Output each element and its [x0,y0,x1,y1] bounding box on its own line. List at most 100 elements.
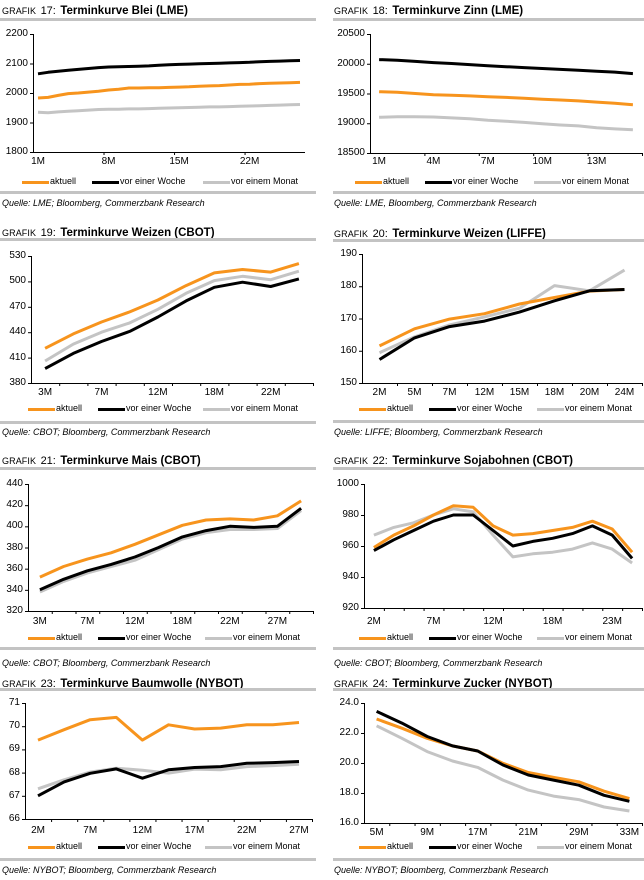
series-line-vor-einer-woche [378,288,625,361]
y-tick-label: 71 [8,697,20,708]
plot-area [367,34,643,156]
x-tick-label: 13M [586,156,607,167]
x-tick-label: 22M [260,387,281,398]
legend-label: vor einer Woche [457,841,523,851]
legend-swatch [537,845,564,849]
y-tick-label: 320 [6,605,23,616]
title-text: Terminkurve Zucker (NYBOT) [392,678,553,690]
series-line-vor-einem-monat [378,268,626,355]
source-divider [0,858,316,861]
source-note: Quelle: LIFFE; Bloomberg, Commerzbank Re… [334,427,543,437]
source-divider [333,858,644,861]
legend-label: vor einem Monat [231,176,299,186]
plot-area [30,34,305,155]
figure-number: 21: [40,455,56,467]
x-tick-label: 22M [239,156,260,167]
plot-area [28,256,314,386]
y-tick-label: 2100 [5,57,28,69]
x-tick-label: 3M [38,387,53,398]
x-tick-label: 8M [101,156,116,167]
x-tick-label: 2M [372,387,387,398]
chart-title: GRAFIK 19: Terminkurve Weizen (CBOT) [2,225,215,240]
title-divider [0,688,316,691]
x-tick-label: 4M [426,156,441,167]
source-note: Quelle: NYBOT; Bloomberg, Commerzbank Re… [334,865,549,875]
y-tick-label: 1900 [5,116,28,128]
x-tick-label: 7M [83,825,98,836]
figure-prefix: GRAFIK [334,679,369,689]
legend-swatch [98,636,125,640]
x-tick-label: 24M [614,387,635,398]
source-divider [333,647,644,650]
legend-label: aktuell [56,632,83,642]
chart-title: GRAFIK 20: Terminkurve Weizen (LIFFE) [334,226,546,241]
x-tick-label: 23M [602,616,622,627]
figure-prefix: GRAFIK [334,229,369,239]
plot-area [361,484,643,611]
legend-label: aktuell [387,841,414,851]
series-line-vor-einer-woche [39,507,303,592]
x-tick-label: 7M [442,387,457,398]
source-divider [0,647,316,650]
x-tick-label: 2M [366,616,381,627]
title-text: Terminkurve Sojabohnen (CBOT) [392,455,573,467]
y-tick-label: 69 [8,743,20,755]
title-text: Terminkurve Mais (CBOT) [60,455,201,467]
source-note: Quelle: NYBOT; Bloomberg, Commerzbank Re… [2,865,217,875]
figure-number: 19: [40,227,56,239]
legend-label: aktuell [387,403,414,413]
legend-label: vor einem Monat [562,176,630,186]
chart-title: GRAFIK 18: Terminkurve Zinn (LME) [334,3,523,18]
y-tick-label: 530 [9,250,26,261]
series-line-vor-einem-monat [375,724,630,813]
plot-area [22,703,313,822]
x-tick-label: 1M [31,156,45,167]
legend-label: aktuell [383,176,410,186]
figure-number: 20: [372,228,388,240]
title-text: Terminkurve Blei (LME) [60,5,188,17]
y-tick-label: 19000 [337,117,365,129]
x-tick-label: 17M [184,825,205,836]
x-tick-label: 17M [467,827,488,838]
legend-swatch [429,636,456,640]
legend-swatch [22,180,49,184]
x-tick-label: 5M [369,827,384,838]
x-tick-label: 5M [407,387,422,398]
legend-label: vor einer Woche [126,632,192,642]
x-tick-label: 7M [94,387,109,398]
source-divider [333,191,644,194]
series-line-vor-einer-woche [44,277,300,370]
y-tick-label: 960 [342,540,359,551]
legend-label: aktuell [50,176,77,186]
legend-swatch [534,180,561,184]
series-line-aktuell [37,715,300,742]
legend-swatch [425,180,452,184]
source-divider [333,420,644,423]
legend-swatch [28,636,55,640]
legend-label: vor einem Monat [231,403,299,413]
legend-label: vor einer Woche [457,632,523,642]
y-tick-label: 190 [340,248,357,259]
x-tick-label: 27M [267,616,288,627]
y-tick-label: 420 [6,499,23,511]
x-tick-label: 21M [518,827,538,838]
x-tick-label: 12M [483,616,503,627]
series-line-vor-einer-woche [37,59,301,76]
x-tick-label: 12M [132,825,153,836]
legend-swatch [28,845,55,849]
y-tick-label: 20500 [337,28,365,39]
legend-swatch [98,407,125,411]
y-tick-label: 2000 [5,87,28,98]
x-tick-label: 33M [619,827,640,838]
title-text: Terminkurve Zinn (LME) [392,5,524,17]
source-note: Quelle: CBOT; Bloomberg, Commerzbank Res… [2,658,211,668]
series-line-aktuell [44,262,300,350]
y-tick-label: 70 [8,720,20,732]
title-divider [333,18,644,21]
x-tick-label: 20M [579,387,600,398]
title-text: Terminkurve Baumwolle (NYBOT) [60,678,244,690]
x-tick-label: 7M [426,616,441,627]
y-tick-label: 170 [340,312,357,324]
source-note: Quelle: CBOT; Bloomberg, Commerzbank Res… [2,427,211,437]
